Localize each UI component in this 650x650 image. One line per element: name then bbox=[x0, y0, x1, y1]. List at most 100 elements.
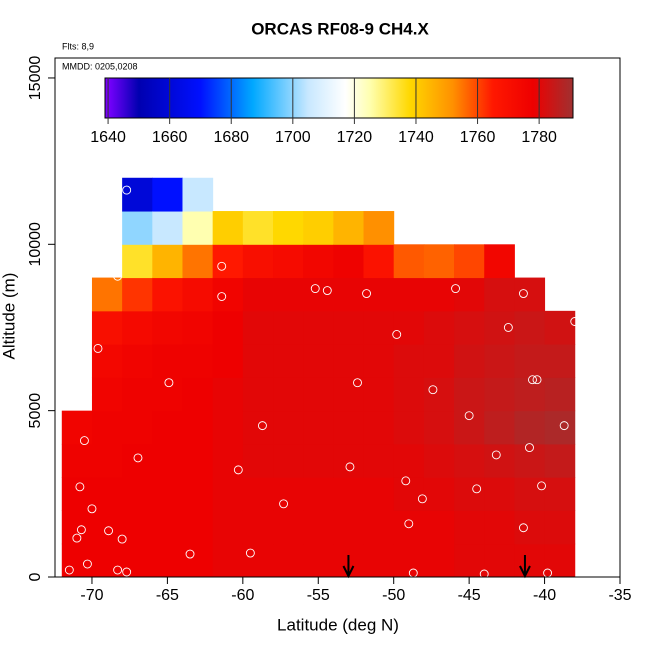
chart-title: ORCAS RF08-9 CH4.X bbox=[251, 19, 429, 38]
heat-cell bbox=[514, 510, 546, 545]
heat-cell bbox=[212, 543, 244, 578]
sample-point bbox=[404, 519, 414, 529]
heat-cell bbox=[242, 477, 274, 511]
heat-cell bbox=[61, 510, 93, 545]
sample-point bbox=[79, 436, 89, 446]
heat-cell bbox=[122, 211, 153, 245]
heat-cell bbox=[333, 211, 365, 245]
heat-cell bbox=[212, 410, 244, 445]
heat-cell bbox=[182, 277, 214, 312]
x-tick-label: -70 bbox=[80, 587, 103, 604]
heat-cell bbox=[273, 211, 304, 245]
heat-cell bbox=[122, 177, 153, 212]
heat-cell bbox=[242, 310, 274, 345]
heat-cell bbox=[182, 510, 214, 545]
heat-cell bbox=[303, 477, 334, 511]
heat-cell bbox=[273, 344, 304, 378]
y-tick-label: 15000 bbox=[27, 56, 44, 101]
heat-cell bbox=[544, 510, 576, 545]
heat-cell bbox=[393, 443, 425, 478]
heat-cell bbox=[91, 543, 123, 578]
heat-cell bbox=[122, 410, 153, 445]
heat-cell bbox=[122, 477, 153, 511]
heat-cell bbox=[122, 543, 153, 578]
heat-cell bbox=[544, 310, 576, 345]
heat-cell bbox=[212, 244, 244, 279]
heat-cell bbox=[514, 277, 546, 312]
heat-cell bbox=[273, 443, 304, 478]
colorbar-tick-label: 1780 bbox=[521, 129, 557, 146]
heat-cell bbox=[122, 510, 153, 545]
heat-cell bbox=[122, 377, 153, 412]
heat-cell bbox=[454, 377, 485, 412]
heat-cell bbox=[333, 277, 365, 312]
heat-cell bbox=[152, 510, 183, 545]
colorbar-tick-label: 1680 bbox=[213, 129, 249, 146]
sample-point bbox=[472, 484, 482, 494]
sample-point bbox=[559, 421, 569, 431]
x-tick-label: -65 bbox=[156, 587, 179, 604]
heat-cell bbox=[514, 443, 546, 478]
heat-cell bbox=[454, 477, 485, 511]
x-axis-label: Latitude (deg N) bbox=[277, 615, 399, 634]
sample-point bbox=[64, 565, 74, 575]
heat-cell bbox=[152, 211, 183, 245]
sample-point bbox=[503, 323, 513, 332]
heat-cell bbox=[242, 377, 274, 412]
sample-point bbox=[87, 504, 97, 514]
heat-cell bbox=[212, 211, 244, 245]
colorbar-tick-label: 1700 bbox=[275, 129, 311, 146]
heat-cell bbox=[61, 410, 93, 445]
sample-point bbox=[117, 534, 127, 544]
heat-cell bbox=[303, 211, 334, 245]
heat-cell bbox=[423, 410, 455, 445]
heat-cell bbox=[182, 310, 214, 345]
sample-point bbox=[546, 275, 556, 285]
heat-cell bbox=[303, 344, 334, 378]
colorbar-tick-label: 1760 bbox=[460, 129, 496, 146]
heat-cell bbox=[393, 344, 425, 378]
heat-cell bbox=[152, 477, 183, 511]
heat-cell bbox=[423, 377, 455, 412]
heat-cell bbox=[363, 477, 395, 511]
heat-cell bbox=[363, 510, 395, 545]
heat-cell bbox=[122, 443, 153, 478]
heat-cell bbox=[423, 277, 455, 312]
heat-cell bbox=[363, 277, 395, 312]
heat-cell bbox=[212, 310, 244, 345]
heat-cell bbox=[303, 310, 334, 345]
sample-point bbox=[122, 185, 132, 195]
heat-cell bbox=[182, 377, 214, 412]
heat-cell bbox=[242, 510, 274, 545]
heat-cell bbox=[212, 344, 244, 378]
heat-cell bbox=[273, 277, 304, 312]
sample-point bbox=[279, 499, 289, 509]
x-tick-label: -40 bbox=[533, 587, 556, 604]
sample-point bbox=[528, 375, 537, 385]
heat-cell bbox=[363, 443, 395, 478]
sample-point bbox=[82, 390, 92, 400]
x-tick-label: -50 bbox=[382, 587, 405, 604]
heat-cell bbox=[454, 244, 485, 279]
heat-cell bbox=[544, 477, 576, 511]
heat-cell bbox=[514, 543, 546, 578]
sample-point bbox=[417, 494, 427, 504]
heat-cell bbox=[514, 344, 546, 378]
heat-cell bbox=[514, 477, 546, 511]
x-tick-label: -35 bbox=[608, 587, 631, 604]
heat-cell bbox=[454, 543, 485, 578]
heat-cell bbox=[273, 410, 304, 445]
heat-cell bbox=[122, 344, 153, 378]
sample-point bbox=[310, 284, 320, 294]
heat-cell bbox=[212, 377, 244, 412]
sample-point bbox=[491, 450, 501, 460]
heat-cell bbox=[393, 377, 425, 412]
sample-point bbox=[345, 462, 355, 472]
y-axis-label: Altitude (m) bbox=[0, 273, 18, 360]
y-tick-label: 0 bbox=[27, 572, 44, 581]
heat-cell bbox=[212, 477, 244, 511]
heat-cell bbox=[514, 310, 546, 345]
heat-cell bbox=[212, 277, 244, 312]
heat-cell bbox=[363, 377, 395, 412]
sample-point bbox=[245, 548, 255, 558]
